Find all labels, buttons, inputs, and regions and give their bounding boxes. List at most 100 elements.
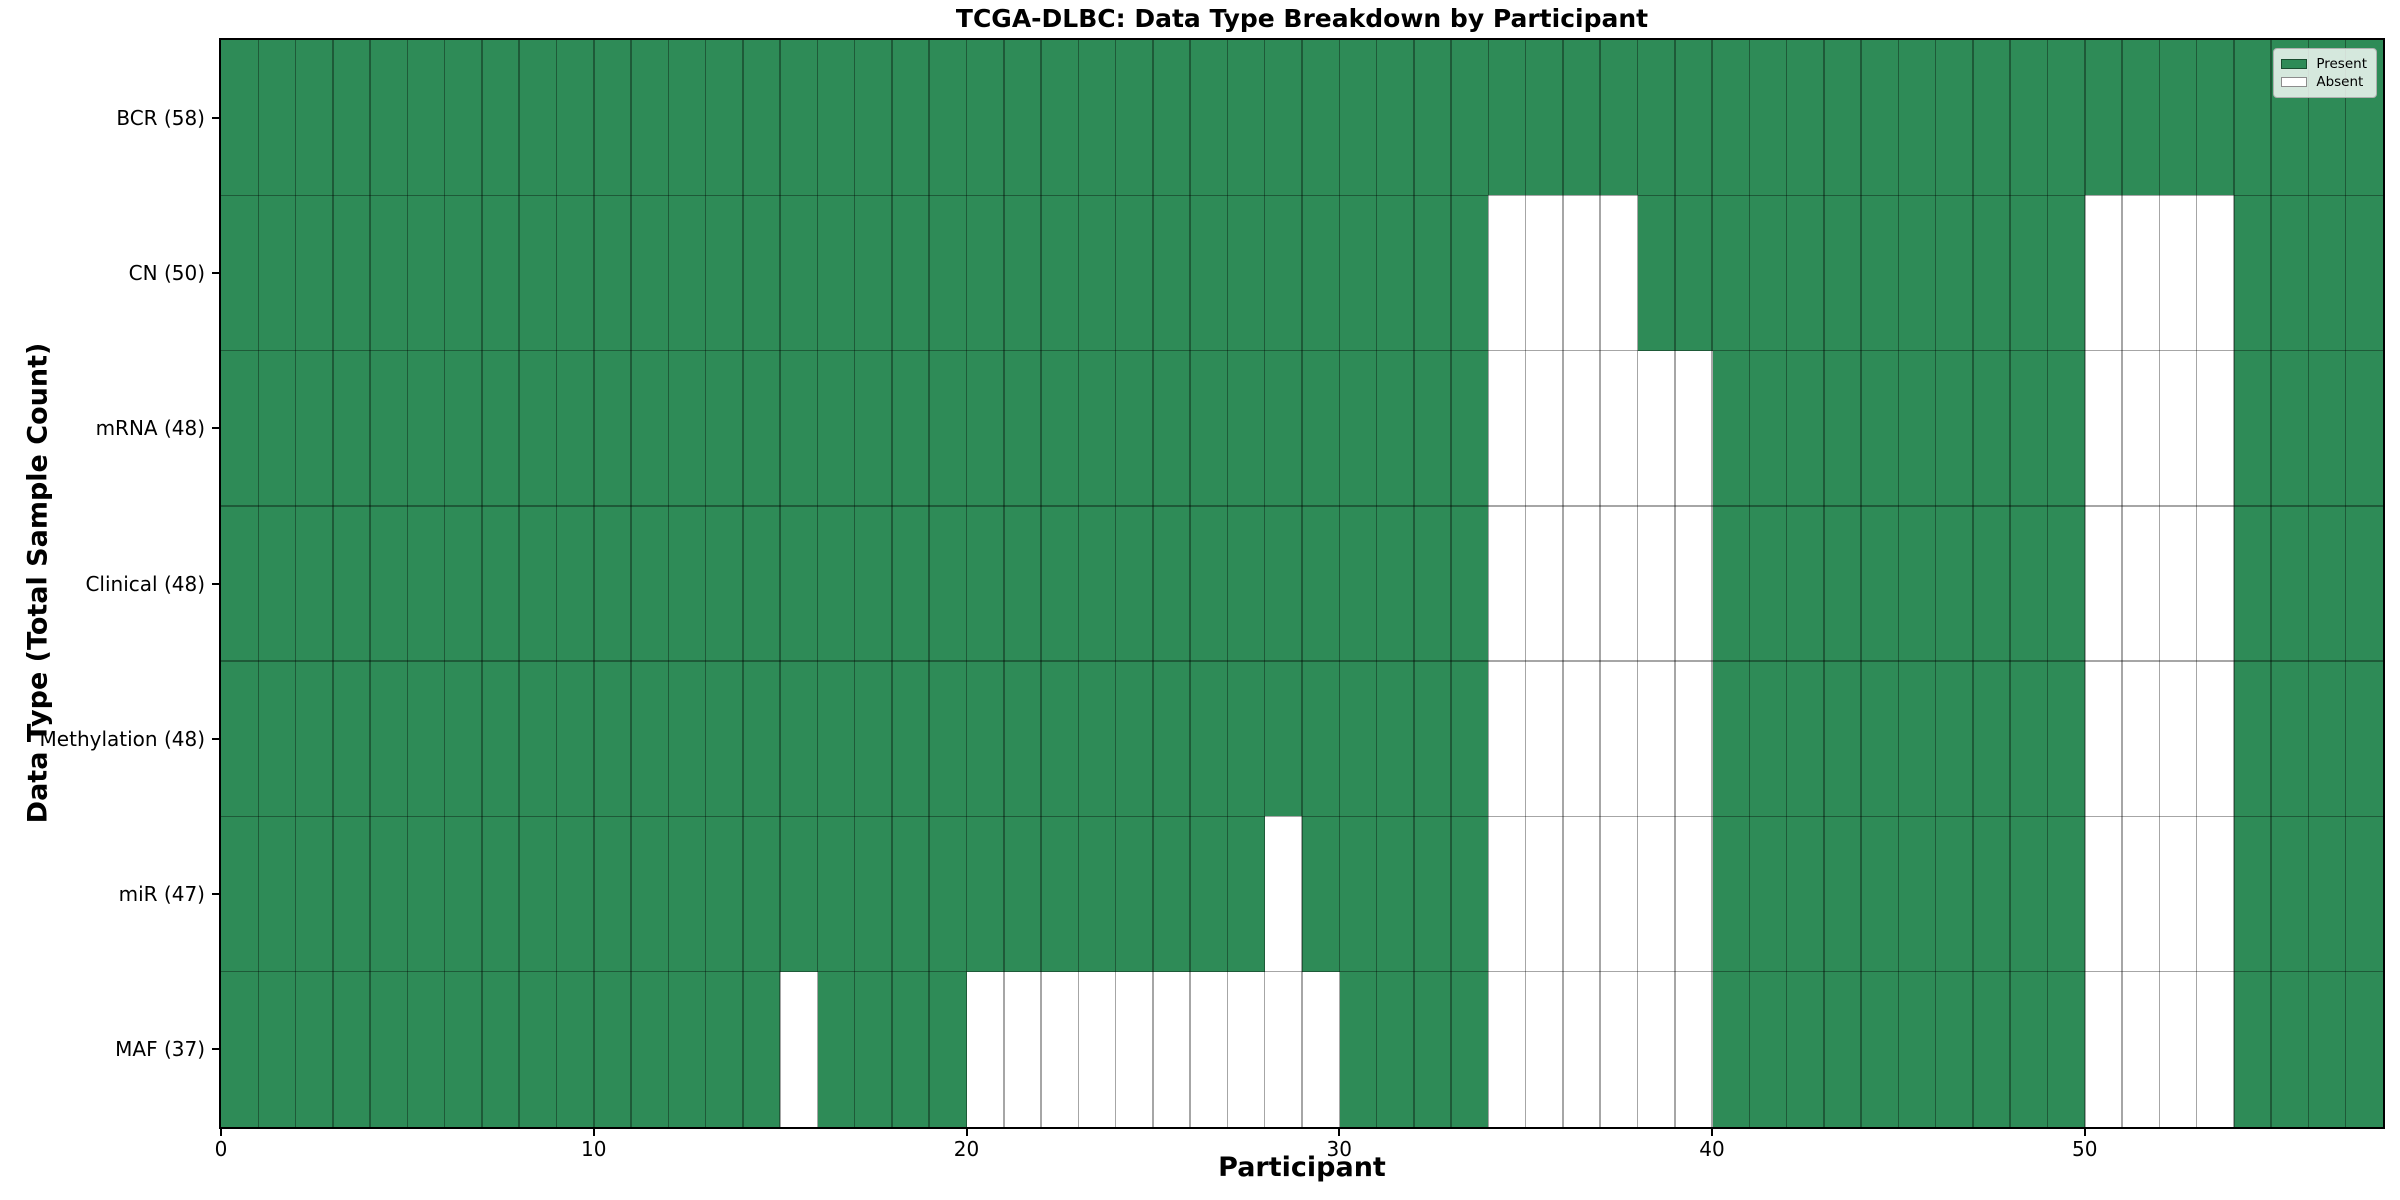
heatmap-cell-absent <box>1674 505 1713 662</box>
y-tick-mark <box>212 116 221 119</box>
gridline-vertical <box>667 40 670 1127</box>
x-axis-label: Participant <box>1218 1152 1386 1183</box>
heatmap-cell-absent <box>2122 195 2160 352</box>
x-tick-mark <box>1338 1127 1341 1136</box>
heatmap-cell-absent <box>1637 505 1676 662</box>
y-tick-mark <box>212 737 221 740</box>
heatmap-cell-absent <box>2084 505 2123 662</box>
heatmap-cell-absent <box>1600 505 1638 662</box>
heatmap-cell-absent <box>1152 971 1191 1127</box>
heatmap-cell-absent <box>1674 971 1713 1127</box>
gridline-vertical <box>704 40 707 1127</box>
gridline-vertical <box>1040 40 1042 1127</box>
heatmap-cell-absent <box>1674 350 1713 507</box>
heatmap-cell-absent <box>2084 816 2123 973</box>
gridline-horizontal <box>221 660 2383 662</box>
y-tick-mark <box>212 582 221 585</box>
gridline-vertical <box>853 40 856 1127</box>
heatmap-cell-absent <box>1637 816 1676 973</box>
x-tick-label: 50 <box>2072 1137 2098 1161</box>
heatmap-cell-absent <box>2196 971 2235 1127</box>
gridline-vertical <box>593 40 595 1127</box>
heatmap-cell-absent <box>1488 350 1527 507</box>
heatmap-cell-absent <box>2122 350 2160 507</box>
heatmap-cell-absent <box>1562 505 1601 662</box>
x-tick-mark <box>965 1127 968 1136</box>
gridline-vertical <box>965 40 968 1127</box>
heatmap-cell-absent <box>1562 661 1601 817</box>
heatmap-cell-absent <box>2122 505 2160 662</box>
heatmap-cell-absent <box>2122 816 2160 973</box>
heatmap-cell-absent <box>2196 505 2235 662</box>
heatmap-cell-absent <box>2122 661 2160 817</box>
gridline-vertical <box>1972 40 1974 1127</box>
heatmap-cell-absent <box>2196 195 2235 352</box>
y-tick-mark <box>212 1048 221 1051</box>
heatmap-cell-absent <box>1190 971 1228 1127</box>
heatmap-cell-absent <box>1637 661 1676 817</box>
heatmap-cell-absent <box>1302 971 1340 1127</box>
gridline-vertical <box>1375 40 1378 1127</box>
gridline-vertical <box>1785 40 1788 1127</box>
y-tick-label: Clinical (48) <box>85 571 205 596</box>
x-tick-label: 10 <box>581 1137 607 1161</box>
heatmap-cell-absent <box>2084 195 2123 352</box>
heatmap-cell-absent <box>1488 505 1527 662</box>
heatmap-cell-absent <box>1078 971 1117 1127</box>
x-tick-label: 20 <box>953 1137 980 1161</box>
gridline-vertical <box>481 40 483 1127</box>
heatmap-cell-absent <box>1115 971 1154 1127</box>
chart-title: TCGA-DLBC: Data Type Breakdown by Partic… <box>955 4 1649 33</box>
heatmap-cell-absent <box>1003 971 1042 1127</box>
gridline-vertical <box>1823 40 1825 1127</box>
gridline-vertical <box>1897 40 1900 1127</box>
heatmap-cell-absent <box>1562 350 1601 507</box>
heatmap-cell-absent <box>780 971 818 1127</box>
gridline-vertical <box>742 40 744 1127</box>
heatmap-cell-absent <box>2159 816 2198 973</box>
heatmap-cell-absent <box>1488 816 1527 973</box>
y-tick-label: mRNA (48) <box>95 416 205 441</box>
heatmap-cell-absent <box>2159 350 2198 507</box>
heatmap-cell-absent <box>1600 971 1638 1127</box>
heatmap-cell-absent <box>2159 661 2198 817</box>
heatmap-cell-absent <box>1227 971 1266 1127</box>
heatmap-cell-absent <box>1600 816 1638 973</box>
heatmap-cell-absent <box>1525 816 1564 973</box>
heatmap-cell-absent <box>1600 350 1638 507</box>
legend-label-absent: Absent <box>2316 74 2364 90</box>
heatmap-cell-absent <box>1488 971 1527 1127</box>
y-tick-mark <box>212 271 221 274</box>
legend-entry-present: Present <box>2281 56 2367 72</box>
gridline-vertical <box>257 40 260 1127</box>
heatmap-cell-absent <box>1264 816 1303 973</box>
y-tick-mark <box>212 427 221 430</box>
legend-label-present: Present <box>2316 56 2367 72</box>
gridline-horizontal <box>221 349 2383 352</box>
heatmap-cell-absent <box>1488 661 1527 817</box>
heatmap-cell-absent <box>1600 195 1638 352</box>
heatmap-cell-absent <box>2159 971 2198 1127</box>
heatmap-cell-absent <box>1562 816 1601 973</box>
y-tick-label: CN (50) <box>128 260 205 285</box>
gridline-horizontal <box>221 194 2383 197</box>
gridline-vertical <box>2009 40 2011 1127</box>
gridline-vertical <box>2344 40 2347 1127</box>
heatmap-cell-absent <box>1525 505 1564 662</box>
heatmap-cell-absent <box>2196 816 2235 973</box>
gridline-vertical <box>1152 40 1154 1127</box>
heatmap-cell-absent <box>1525 661 1564 817</box>
y-tick-label: Methylation (48) <box>39 726 205 751</box>
gridline-vertical <box>443 40 446 1127</box>
heatmap-cell-absent <box>2084 971 2123 1127</box>
gridline-vertical <box>816 40 819 1127</box>
heatmap-cell-absent <box>1637 971 1676 1127</box>
y-tick-mark <box>212 893 221 896</box>
gridline-vertical <box>891 40 893 1127</box>
gridline-vertical <box>1226 40 1229 1127</box>
gridline-horizontal <box>221 505 2383 507</box>
gridline-vertical <box>406 40 409 1127</box>
gridline-vertical <box>369 40 371 1127</box>
gridline-vertical <box>1003 40 1005 1127</box>
